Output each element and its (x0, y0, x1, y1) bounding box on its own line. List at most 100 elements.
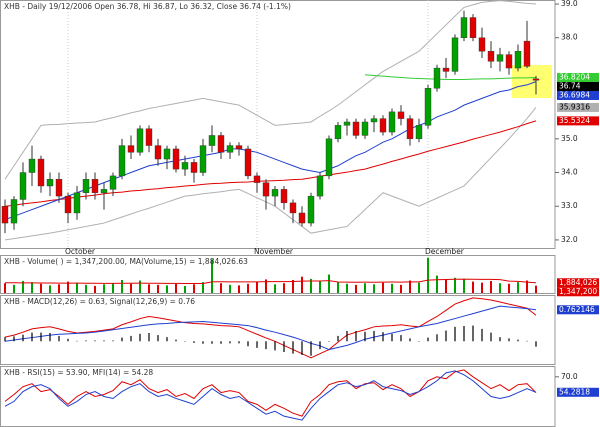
bar (517, 339, 519, 342)
bar (310, 278, 312, 293)
bar (436, 275, 438, 293)
bar (535, 341, 537, 347)
value-label-box (557, 90, 599, 100)
bar (310, 341, 312, 356)
panel-title: XHB - RSI(15) = 53.90, MFI(14) = 54.28 (4, 368, 153, 377)
candle-body (181, 162, 189, 170)
bar (445, 330, 447, 342)
bar (328, 274, 330, 293)
bar (4, 283, 6, 293)
candle-body (406, 118, 414, 140)
bar (139, 333, 141, 342)
bar (499, 337, 501, 342)
candle-body (37, 158, 45, 187)
bar (292, 341, 294, 354)
bar (535, 285, 537, 293)
x-tick-label: December (425, 247, 465, 256)
candle-body (487, 51, 495, 62)
bar (499, 283, 501, 293)
bar (130, 335, 132, 342)
bar (13, 336, 15, 342)
panel-title: XHB - Volume( ) = 1,347,200.00, MA(Volum… (4, 257, 248, 266)
y-tick-label: 70.0 (561, 372, 578, 381)
bar (229, 341, 231, 344)
candle-body (460, 17, 468, 38)
bar (274, 341, 276, 351)
bar (220, 341, 222, 344)
value-label: 35.5324 (559, 116, 590, 125)
bar (373, 330, 375, 342)
bar (337, 335, 339, 342)
candle-body (244, 148, 252, 177)
candle-body (154, 145, 162, 160)
bar (49, 285, 51, 293)
bar (265, 341, 267, 350)
candle-body (469, 17, 477, 38)
candle-body (10, 199, 18, 224)
candle-body (271, 189, 279, 197)
candle-body (496, 54, 504, 62)
x-tick-label: November (254, 247, 294, 256)
bar (409, 280, 411, 293)
value-label-box (557, 387, 599, 397)
candle-body (127, 145, 135, 153)
bar (157, 284, 159, 293)
bar (373, 284, 375, 293)
bar (346, 283, 348, 293)
bar (472, 281, 474, 293)
candle-body (442, 67, 450, 72)
bar (220, 283, 222, 293)
y-tick-label: 35.0 (561, 134, 578, 143)
candle-body (190, 162, 198, 173)
candle-body (307, 195, 315, 224)
series-line (364, 74, 537, 81)
candle-body (82, 179, 90, 193)
candle-body (64, 195, 72, 214)
candle-body (523, 40, 531, 67)
candle-body (532, 78, 540, 81)
candle-body (334, 125, 342, 140)
bar (400, 335, 402, 342)
series-line (4, 107, 537, 241)
candle-body (262, 182, 270, 197)
candle-body (28, 158, 36, 173)
bar (58, 284, 60, 293)
series-line (4, 297, 537, 359)
series-line (4, 305, 537, 351)
bar (49, 333, 51, 342)
bar (184, 341, 186, 342)
bar (328, 341, 330, 342)
bar (121, 337, 123, 342)
value-label: 54.2818 (559, 387, 590, 396)
candle-body (361, 121, 369, 136)
bar (256, 341, 258, 348)
series-line (4, 278, 537, 285)
bar (175, 283, 177, 293)
bar (400, 284, 402, 293)
candle-body (280, 189, 288, 204)
value-label: 1,884,026 (559, 278, 597, 287)
candle-body (379, 118, 387, 133)
value-label-box (557, 102, 599, 112)
bar (76, 340, 78, 342)
bar (463, 325, 465, 342)
x-tick-label: October (65, 247, 96, 256)
value-label: 35.9316 (559, 102, 590, 111)
value-label-box (557, 116, 599, 126)
bar (391, 333, 393, 342)
bar (355, 330, 357, 342)
candle-body (478, 37, 486, 52)
series-line (4, 370, 537, 421)
candle-body (163, 148, 171, 160)
bar (193, 284, 195, 293)
y-tick-label: 34.0 (561, 168, 578, 177)
candle-body (343, 121, 351, 126)
series-line (4, 120, 537, 207)
bar (94, 340, 96, 342)
panel-frame (0, 255, 556, 294)
bar (526, 340, 528, 342)
candle-body (370, 118, 378, 123)
bar (148, 284, 150, 293)
